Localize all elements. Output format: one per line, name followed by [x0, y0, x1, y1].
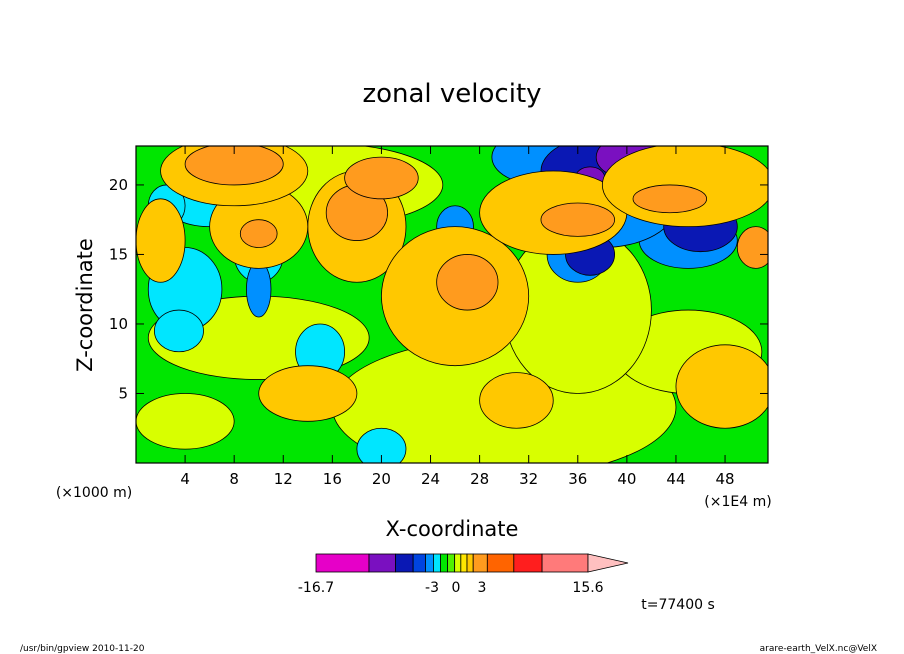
x-unit-label: (×1E4 m) — [704, 494, 771, 510]
x-tick-label: 8 — [229, 470, 239, 488]
y-axis-label: Z-coordinate — [73, 238, 97, 372]
colorbar-segment — [425, 553, 434, 573]
colorbar-segment — [513, 553, 543, 573]
x-tick-label: 24 — [421, 470, 440, 488]
contour-region — [239, 219, 278, 248]
colorbar-max-label: 15.6 — [572, 580, 603, 596]
colorbar-segment — [368, 553, 396, 573]
colorbar-segment — [454, 553, 462, 573]
contour-region — [136, 198, 186, 283]
colorbar-center-label-neg: -3 — [425, 580, 439, 596]
contour-region — [258, 365, 358, 422]
contour-region — [136, 393, 235, 450]
contour-region — [344, 156, 419, 200]
plot-area — [135, 145, 769, 464]
colorbar-arrow — [587, 553, 629, 573]
contour-region — [736, 226, 768, 269]
x-axis-label: X-coordinate — [386, 517, 519, 541]
y-tick-label: 10 — [109, 315, 128, 333]
x-tick-label: 40 — [617, 470, 636, 488]
x-tick-label: 12 — [274, 470, 293, 488]
x-tick-label: 36 — [568, 470, 587, 488]
colorbar — [315, 553, 629, 573]
colorbar-segment — [315, 553, 370, 573]
colorbar-segment — [412, 553, 426, 573]
colorbar-segment — [447, 553, 456, 573]
x-tick-label: 32 — [519, 470, 538, 488]
colorbar-segment — [460, 553, 468, 573]
chart-title: zonal velocity — [362, 79, 541, 109]
x-tick-label: 44 — [666, 470, 685, 488]
contour-region — [540, 202, 616, 237]
colorbar-segment — [486, 553, 515, 573]
y-unit-label: (×1000 m) — [56, 485, 132, 501]
x-tick-label: 28 — [470, 470, 489, 488]
colorbar-segment — [472, 553, 488, 573]
contour-region — [184, 146, 284, 186]
y-tick-label: 20 — [109, 176, 128, 194]
y-tick-label: 15 — [109, 245, 128, 263]
colorbar-min-label: -16.7 — [298, 580, 334, 596]
colorbar-segment — [466, 553, 474, 573]
x-tick-label: 20 — [372, 470, 391, 488]
colorbar-center-label-zero: 0 — [452, 580, 461, 596]
colorbar-segment — [395, 553, 414, 573]
y-tick-label: 5 — [118, 384, 128, 402]
time-label: t=77400 s — [641, 597, 715, 613]
colorbar-segment — [541, 553, 589, 573]
contour-region — [479, 372, 554, 429]
x-axis: 4 8 12 16 20 24 28 32 36 40 44 48 — [180, 146, 735, 488]
colorbar-center-label-pos: 3 — [478, 580, 487, 596]
x-tick-label: 48 — [716, 470, 735, 488]
contour-region — [632, 184, 708, 214]
contour-region — [601, 146, 768, 228]
contour-region — [246, 260, 272, 318]
contour-region — [154, 309, 204, 353]
footer-left-note: /usr/bin/gpview 2010-11-20 — [20, 644, 145, 654]
x-tick-label: 16 — [323, 470, 342, 488]
plot-frame — [135, 145, 769, 464]
x-tick-label: 4 — [180, 470, 190, 488]
colorbar-segment — [433, 553, 441, 573]
contour-region — [675, 344, 768, 429]
colorbar-segment — [440, 553, 448, 573]
footer-right-note: arare-earth_VelX.nc@VelX — [760, 644, 877, 654]
contour-region — [436, 254, 499, 311]
contour-region — [356, 427, 407, 463]
y-axis: 5 10 15 20 — [109, 176, 768, 402]
